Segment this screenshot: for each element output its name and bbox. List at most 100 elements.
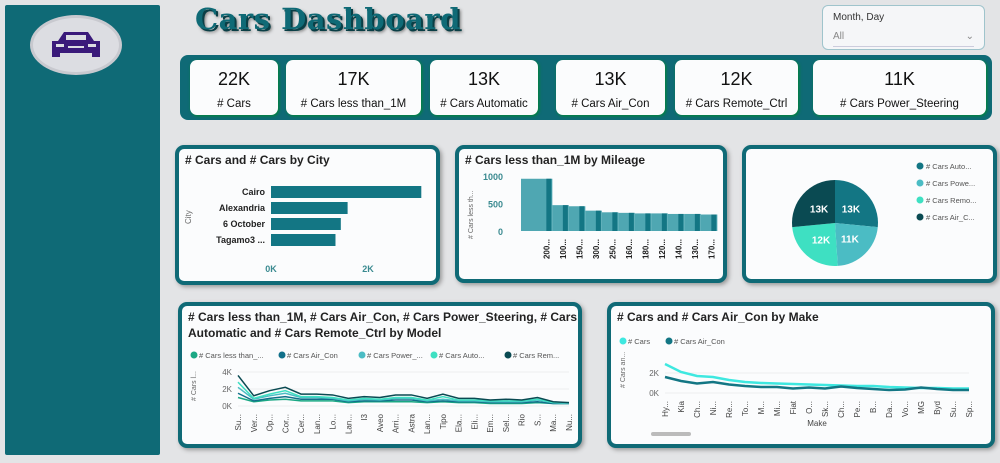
x-tick: Op... bbox=[266, 414, 275, 431]
x-tick: Arri... bbox=[392, 414, 401, 433]
month-day-slicer[interactable]: Month, Day All ⌄ bbox=[822, 5, 985, 50]
legend-item: # Cars Powe... bbox=[926, 179, 975, 188]
x-axis-label: Make bbox=[807, 419, 827, 428]
kpi-card-automatic: 13K # Cars Automatic bbox=[430, 60, 538, 115]
x-tick: Sel... bbox=[502, 414, 511, 432]
bar-edge bbox=[628, 212, 634, 231]
x-tick: Cer... bbox=[297, 414, 306, 433]
slicer-dropdown[interactable]: All ⌄ bbox=[833, 31, 974, 47]
chart-title: # Cars less than_1M, # Cars Air_Con, # C… bbox=[188, 310, 578, 340]
y-axis-label: # Cars l... bbox=[191, 371, 198, 401]
bar-label: 6 October bbox=[223, 219, 266, 229]
x-tick: Ver... bbox=[250, 414, 259, 432]
x-tick: Ch... bbox=[693, 401, 702, 418]
bar bbox=[271, 218, 341, 230]
pie-svg: 13K 11K 12K 13K # Cars Auto... # Cars Powe...… bbox=[792, 162, 976, 266]
kpi-label: # Cars Power_Steering bbox=[840, 98, 959, 110]
make-line-svg: # Cars an... 2K 0K # Cars # Cars Air_Con Hy..… bbox=[619, 337, 974, 436]
chevron-down-icon: ⌄ bbox=[965, 31, 974, 42]
series-line bbox=[237, 381, 569, 404]
x-tick: O... bbox=[805, 401, 814, 414]
series-line bbox=[664, 375, 969, 392]
bar-edge bbox=[678, 213, 684, 231]
x-tick: Su... bbox=[234, 414, 243, 430]
x-tick: Ni... bbox=[709, 401, 718, 415]
bar-label: Cairo bbox=[242, 187, 266, 197]
legend-item: # Cars Air_Con bbox=[674, 337, 725, 346]
y-axis-label: # Cars less th... bbox=[468, 190, 475, 239]
series-line bbox=[664, 362, 969, 390]
kpi-label: # Cars Automatic bbox=[440, 98, 528, 110]
x-tick: Ma... bbox=[549, 414, 558, 432]
x-tick: To... bbox=[741, 401, 750, 416]
x-tick: Sp... bbox=[965, 401, 974, 417]
kpi-label: # Cars Air_Con bbox=[571, 98, 650, 110]
x-tick: I3 bbox=[360, 413, 369, 420]
x-tick: Byd bbox=[933, 401, 942, 415]
y-tick: 0K bbox=[649, 389, 659, 398]
kpi-card-air-con: 13K # Cars Air_Con bbox=[556, 60, 665, 115]
bar-edge bbox=[595, 210, 601, 231]
bar-label: Alexandria bbox=[219, 203, 266, 213]
mileage-chart: # Cars less than_1M by Mileage # Cars le… bbox=[455, 145, 727, 283]
legend-item: # Cars Auto... bbox=[439, 351, 484, 360]
x-tick: 200... bbox=[542, 239, 551, 259]
legend-marker bbox=[916, 179, 924, 187]
horizontal-scrollbar[interactable] bbox=[651, 432, 691, 436]
legend-marker bbox=[916, 196, 924, 204]
x-tick: 100... bbox=[559, 239, 568, 259]
legend-item: # Cars Air_Con bbox=[287, 351, 338, 360]
make-line-chart: # Cars and # Cars Air_Con by Make # Cars… bbox=[607, 302, 995, 448]
bar-edge bbox=[562, 205, 568, 231]
y-tick: 2K bbox=[649, 369, 659, 378]
y-tick: 1000 bbox=[483, 172, 503, 182]
pie-slice bbox=[792, 223, 838, 266]
legend-item: # Cars Rem... bbox=[513, 351, 559, 360]
kpi-label: # Cars bbox=[217, 98, 251, 110]
legend-marker bbox=[619, 337, 627, 345]
x-tick: 130... bbox=[691, 239, 700, 259]
legend-marker bbox=[430, 351, 438, 359]
y-axis-label: City bbox=[184, 210, 193, 224]
x-tick: 250... bbox=[608, 239, 617, 259]
chart-title: # Cars and # Cars Air_Con by Make bbox=[617, 310, 819, 324]
bar-label: Tagamo3 ... bbox=[216, 235, 265, 245]
x-tick: Da... bbox=[885, 401, 894, 418]
y-tick: 2K bbox=[222, 385, 232, 394]
slice-label: 12K bbox=[812, 235, 831, 246]
x-tick: Aveo bbox=[376, 413, 385, 432]
city-bar-svg: City Cairo Alexandria 6 October Tagamo3 ... 0… bbox=[184, 186, 422, 274]
bar-edge bbox=[612, 212, 618, 231]
kpi-value: 13K bbox=[467, 69, 501, 89]
kpi-value: 22K bbox=[217, 69, 251, 89]
x-tick: Tipo bbox=[439, 413, 448, 429]
kpi-value: 17K bbox=[337, 69, 370, 89]
x-tick: 180... bbox=[641, 239, 650, 259]
x-tick: Fiat bbox=[789, 400, 798, 414]
sidebar bbox=[5, 5, 160, 455]
legend-marker bbox=[504, 351, 512, 359]
x-tick: 140... bbox=[674, 239, 683, 259]
y-tick: 0 bbox=[498, 227, 503, 237]
bar bbox=[271, 202, 348, 214]
bar-edge bbox=[645, 213, 651, 231]
slicer-label: Month, Day bbox=[833, 12, 885, 23]
kpi-value: 12K bbox=[720, 69, 753, 89]
legend-marker bbox=[278, 351, 286, 359]
pie-chart: 13K 11K 12K 13K # Cars Auto... # Cars Powe...… bbox=[742, 145, 997, 283]
x-tick: Lan... bbox=[313, 414, 322, 434]
x-tick: Vo... bbox=[901, 401, 910, 417]
x-tick: Eli... bbox=[470, 414, 479, 430]
x-tick: Su... bbox=[949, 401, 958, 417]
bar-edge bbox=[711, 214, 717, 231]
legend-marker bbox=[665, 337, 673, 345]
kpi-card-less-than-1m: 17K # Cars less than_1M bbox=[286, 60, 421, 115]
pie-slice bbox=[792, 180, 835, 228]
model-line-chart: # Cars less than_1M, # Cars Air_Con, # C… bbox=[178, 302, 582, 448]
series-line bbox=[237, 386, 570, 405]
x-tick: Em... bbox=[486, 414, 495, 433]
x-tick: 150... bbox=[575, 239, 584, 259]
x-tick: Lo... bbox=[329, 414, 338, 430]
kpi-strip: 22K # Cars 17K # Cars less than_1M 13K # Ca… bbox=[180, 55, 992, 120]
mileage-svg: # Cars less th... 1000 500 0 200... 100... 150… bbox=[468, 172, 718, 259]
